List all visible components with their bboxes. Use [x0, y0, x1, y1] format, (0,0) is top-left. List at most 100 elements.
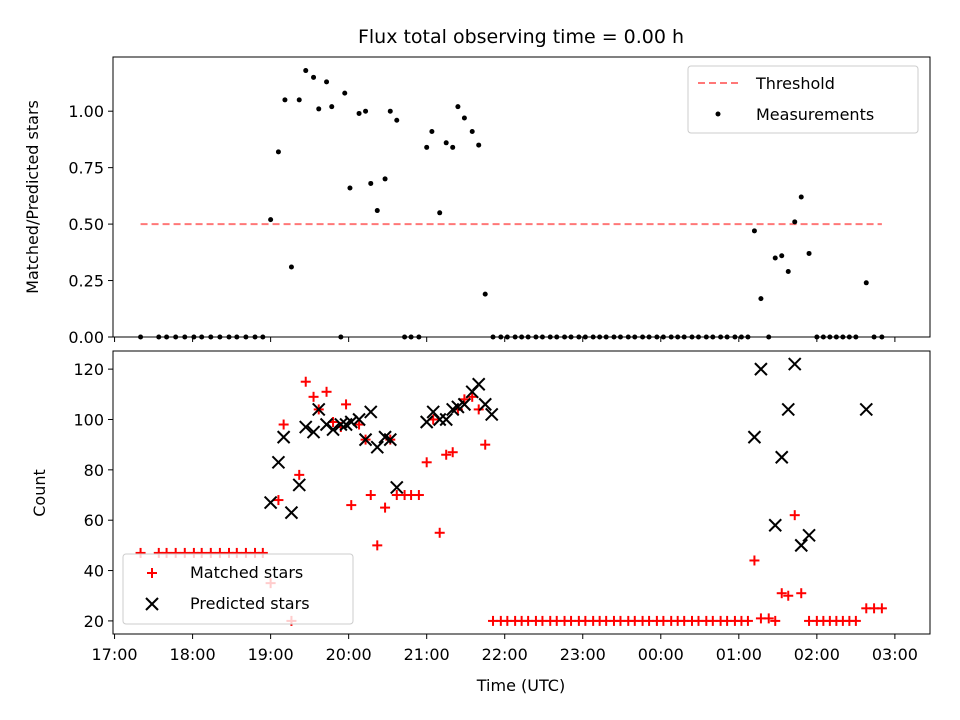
bottom-x-tick-label: 02:00 — [794, 645, 840, 664]
matched-star-point — [480, 439, 491, 450]
measurement-point — [785, 269, 791, 275]
matched-star-point — [321, 386, 332, 397]
top-y-tick-label: 0.50 — [68, 215, 104, 234]
top-y-tick-label: 0.75 — [68, 159, 104, 178]
matched-star-point — [770, 615, 781, 626]
predicted-star-point — [334, 417, 348, 432]
predicted-star-point — [754, 362, 768, 376]
matched-star-point — [749, 555, 760, 566]
matched-star-point — [796, 588, 807, 599]
matched-star-point — [763, 613, 774, 624]
measurement-point — [424, 144, 430, 150]
predicted-star-point — [306, 425, 321, 439]
predicted-star-point — [747, 430, 762, 444]
measurement-point — [288, 264, 294, 270]
predicted-star-point — [299, 420, 313, 434]
predicted-star-point — [419, 415, 434, 429]
predicted-star-point — [319, 417, 334, 432]
measurement-point — [806, 250, 812, 256]
predicted-star-point — [312, 402, 326, 417]
predicted-star-point — [485, 407, 499, 422]
legend-measurements-swatch — [715, 111, 721, 117]
measurement-point — [382, 176, 388, 182]
predicted-star-point — [292, 478, 306, 492]
legend-matched-swatch — [147, 568, 157, 578]
measurement-point — [394, 117, 400, 123]
bottom-marks — [135, 357, 887, 626]
bottom-x-tick-label: 22:00 — [482, 645, 528, 664]
measurement-point — [437, 210, 443, 216]
top-y-tick-label: 0.25 — [68, 272, 104, 291]
bottom-x-tick-label: 20:00 — [326, 645, 372, 664]
bottom-legend-frame — [122, 553, 354, 625]
measurement-point — [482, 291, 488, 297]
top-y-tick-label: 0.00 — [68, 328, 104, 347]
bottom-y-tick-label: 40 — [84, 562, 104, 581]
bottom-y-tick-label: 60 — [84, 511, 104, 530]
measurement-point — [311, 74, 317, 80]
measurement-point — [443, 140, 449, 146]
measurement-point — [461, 115, 467, 121]
matched-star-point — [341, 399, 352, 410]
top-legend: Threshold Measurements — [687, 65, 919, 134]
predicted-star-point — [432, 412, 447, 427]
measurement-point — [476, 142, 482, 148]
measurement-point — [798, 194, 804, 200]
predicted-star-point — [271, 455, 286, 469]
predicted-star-point — [370, 440, 384, 454]
matched-star-point — [789, 510, 800, 521]
measurement-point — [772, 255, 778, 261]
predicted-star-point — [775, 450, 789, 464]
chart-title: Flux total observing time = 0.00 h — [358, 26, 684, 48]
top-legend-frame — [687, 65, 919, 134]
predicted-star-point — [263, 495, 278, 510]
matched-star-point — [467, 391, 478, 402]
predicted-star-point — [344, 415, 358, 429]
matched-star-point — [346, 500, 357, 511]
bottom-x-tick-label: 03:00 — [872, 645, 918, 664]
predicted-star-point — [859, 402, 873, 417]
matched-star-point — [380, 502, 391, 513]
predicted-star-point — [788, 357, 802, 371]
bottom-axis: 20 40 60 80 100 120 17:00 18:00 19:00 20:00 21:00 2… — [73, 360, 917, 664]
predicted-star-point — [326, 422, 340, 437]
predicted-star-point — [358, 432, 373, 447]
bottom-y-tick-label: 120 — [73, 360, 104, 379]
predicted-star-point — [352, 412, 366, 427]
matched-star-point — [294, 469, 305, 480]
bottom-x-tick-label: 01:00 — [716, 645, 762, 664]
measurement-point — [324, 79, 330, 85]
measurement-point — [356, 110, 362, 116]
measurement-point — [792, 219, 798, 225]
bottom-axes-frame — [112, 350, 931, 635]
measurement-point — [469, 129, 475, 135]
legend-predicted-label: Predicted stars — [190, 594, 310, 613]
top-y-axis-label: Matched/Predicted stars — [23, 100, 42, 294]
measurement-point — [368, 180, 374, 186]
matched-star-point — [300, 376, 311, 387]
top-axis: 0.00 0.25 0.50 0.75 1.00 — [68, 102, 896, 347]
legend-matched-label: Matched stars — [190, 563, 303, 582]
legend-measurements-label: Measurements — [756, 105, 874, 124]
measurement-point — [758, 296, 764, 302]
matched-star-point — [434, 527, 445, 538]
top-y-tick-label: 1.00 — [68, 102, 104, 121]
matched-star-point — [850, 615, 861, 626]
matched-star-point — [365, 490, 376, 501]
measurement-point — [363, 108, 369, 114]
measurement-point — [347, 185, 353, 191]
top-axes-frame — [112, 56, 931, 338]
matched-star-point — [473, 404, 484, 415]
matched-star-point — [421, 457, 432, 468]
bottom-y-tick-label: 100 — [73, 410, 104, 429]
bottom-x-tick-label: 17:00 — [92, 645, 138, 664]
top-marks — [138, 68, 885, 340]
measurement-point — [751, 228, 757, 234]
matched-star-point — [776, 588, 787, 599]
predicted-star-point — [364, 405, 378, 419]
x-axis-label: Time (UTC) — [476, 676, 565, 695]
bottom-x-tick-label: 00:00 — [638, 645, 684, 664]
matched-star-point — [742, 615, 753, 626]
predicted-star-point — [284, 505, 299, 520]
bottom-legend: Matched stars Predicted stars — [122, 553, 354, 625]
